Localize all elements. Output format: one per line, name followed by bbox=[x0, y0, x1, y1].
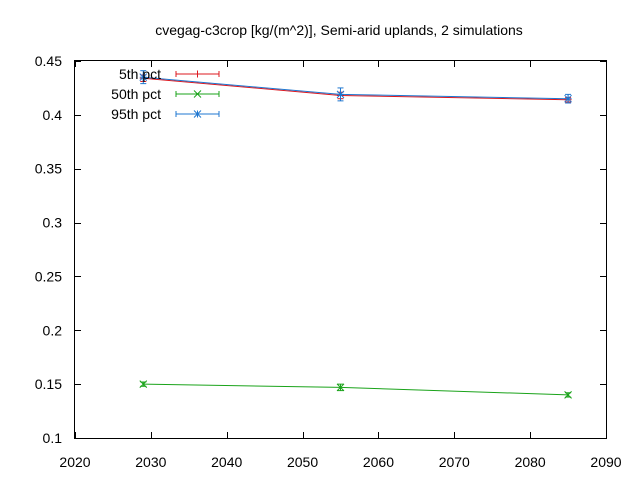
legend: 5th pct 50th pct 95th pct bbox=[111, 66, 220, 122]
legend-entry-1: 5th pct bbox=[119, 66, 220, 82]
y-tick-label: 0.25 bbox=[35, 268, 62, 284]
x-tick-label: 2070 bbox=[439, 454, 470, 470]
marker-stroke bbox=[193, 90, 202, 98]
x-tick-label: 2050 bbox=[287, 454, 318, 470]
plot-frame bbox=[74, 60, 607, 439]
data-point bbox=[336, 87, 345, 102]
x-tick-label: 2060 bbox=[363, 454, 394, 470]
data-point bbox=[564, 93, 572, 104]
legend-label: 5th pct bbox=[119, 66, 161, 82]
data-point bbox=[139, 380, 148, 388]
series-2 bbox=[139, 380, 572, 399]
legend-entry-3: 95th pct bbox=[111, 106, 220, 122]
marker-stroke bbox=[564, 391, 572, 399]
y-tick-label: 0.45 bbox=[35, 53, 62, 69]
y-tick-label: 0.4 bbox=[43, 107, 63, 123]
x-tick-label: 2080 bbox=[515, 454, 546, 470]
series-1 bbox=[139, 74, 572, 104]
series-3 bbox=[139, 70, 572, 104]
x-tick-label: 2020 bbox=[59, 454, 90, 470]
data-point bbox=[139, 70, 148, 85]
y-tick-label: 0.1 bbox=[43, 430, 63, 446]
marker-stroke bbox=[336, 90, 345, 99]
marker-stroke bbox=[336, 383, 345, 392]
x-tick-label: 2030 bbox=[135, 454, 166, 470]
x-tick-label: 2090 bbox=[590, 454, 621, 470]
series-line bbox=[143, 77, 569, 101]
x-tick-label: 2040 bbox=[211, 454, 242, 470]
series-line bbox=[143, 383, 569, 396]
marker-stroke bbox=[193, 110, 202, 118]
y-tick-label: 0.3 bbox=[43, 215, 63, 231]
y-tick-label: 0.35 bbox=[35, 161, 62, 177]
series-layer bbox=[139, 70, 572, 399]
y-tick-label: 0.2 bbox=[43, 322, 63, 338]
marker-stroke bbox=[139, 73, 148, 82]
axis-layer: 2020 2030 2040 2050 2060 2070 2080 2090 0.1 0.15 0… bbox=[35, 53, 622, 470]
chart-title: cvegag-c3crop [kg/(m^2)], Semi-arid upla… bbox=[155, 22, 523, 38]
data-point bbox=[336, 383, 345, 392]
marker-stroke bbox=[139, 380, 148, 388]
legend-label: 50th pct bbox=[111, 86, 161, 102]
legend-entry-2: 50th pct bbox=[111, 86, 220, 102]
legend-label: 95th pct bbox=[111, 106, 161, 122]
marker-stroke bbox=[564, 94, 572, 103]
data-point bbox=[564, 391, 572, 399]
y-tick-label: 0.15 bbox=[35, 376, 62, 392]
